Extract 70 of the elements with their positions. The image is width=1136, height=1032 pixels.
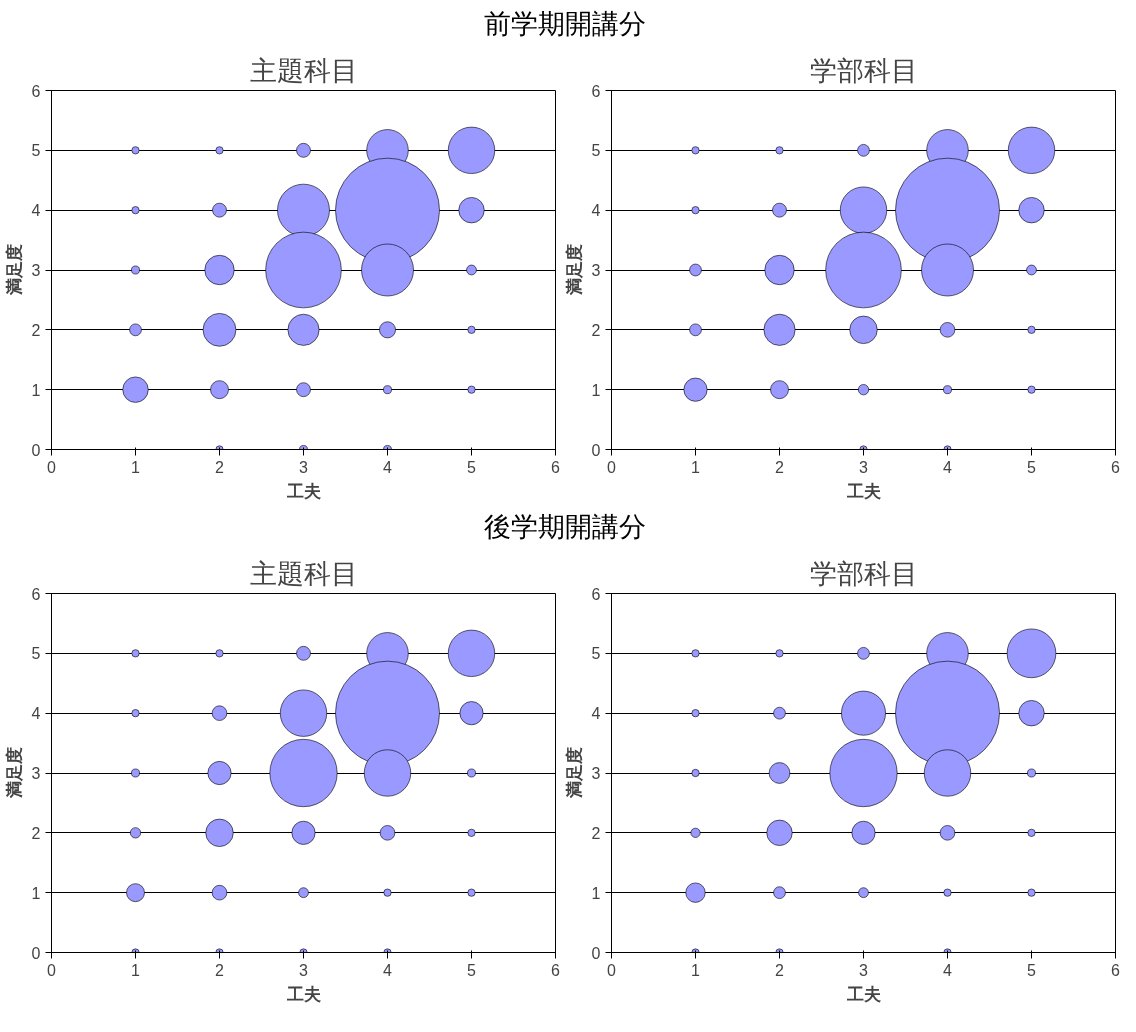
x-tick-label: 3 bbox=[299, 961, 309, 979]
x-tick-label: 4 bbox=[383, 458, 393, 476]
x-axis-title: 工夫 bbox=[845, 480, 882, 501]
y-tick-label: 2 bbox=[591, 321, 601, 339]
x-tick-label: 2 bbox=[215, 458, 225, 476]
x-tick-label: 1 bbox=[691, 458, 701, 476]
y-tick-label: 1 bbox=[591, 381, 601, 399]
x-tick-label: 0 bbox=[47, 961, 57, 979]
x-tick-label: 1 bbox=[131, 961, 141, 979]
x-tick-label: 4 bbox=[383, 961, 393, 979]
chart-title: 学部科目 bbox=[809, 558, 918, 589]
chart-subtitle: 後学期開講分 bbox=[484, 511, 646, 545]
y-tick-label: 3 bbox=[31, 765, 41, 783]
y-tick-label: 6 bbox=[591, 82, 601, 100]
y-tick-label: 2 bbox=[31, 321, 41, 339]
y-tick-label: 3 bbox=[31, 262, 41, 280]
x-tick-label: 0 bbox=[607, 458, 617, 476]
x-tick-label: 0 bbox=[47, 458, 57, 476]
y-tick-label: 1 bbox=[591, 884, 601, 902]
x-tick-label: 6 bbox=[551, 458, 561, 476]
x-axis-title: 工夫 bbox=[285, 480, 322, 501]
x-tick-label: 5 bbox=[467, 961, 477, 979]
x-tick-label: 4 bbox=[943, 961, 953, 979]
x-tick-label: 6 bbox=[1111, 961, 1121, 979]
x-tick-label: 5 bbox=[467, 458, 477, 476]
y-tick-label: 4 bbox=[31, 705, 41, 723]
y-tick-label: 1 bbox=[31, 381, 41, 399]
x-axis-title: 工夫 bbox=[285, 983, 322, 1004]
y-axis-title: 満足度 bbox=[563, 244, 584, 297]
x-axis-title: 工夫 bbox=[845, 983, 882, 1004]
x-tick-label: 2 bbox=[775, 961, 785, 979]
y-tick-label: 5 bbox=[31, 645, 41, 663]
x-tick-label: 3 bbox=[859, 458, 869, 476]
chart-title: 主題科目 bbox=[249, 55, 358, 86]
y-tick-label: 3 bbox=[591, 765, 601, 783]
y-tick-label: 4 bbox=[31, 202, 41, 220]
x-tick-label: 3 bbox=[299, 458, 309, 476]
y-tick-label: 0 bbox=[591, 944, 601, 962]
x-tick-label: 4 bbox=[943, 458, 953, 476]
y-tick-label: 2 bbox=[591, 825, 601, 843]
x-tick-label: 0 bbox=[607, 961, 617, 979]
y-tick-label: 4 bbox=[591, 705, 601, 723]
x-tick-label: 1 bbox=[691, 961, 701, 979]
y-tick-label: 1 bbox=[31, 884, 41, 902]
x-tick-label: 5 bbox=[1027, 458, 1037, 476]
x-tick-label: 5 bbox=[1027, 961, 1037, 979]
y-tick-label: 6 bbox=[31, 585, 41, 603]
y-tick-label: 6 bbox=[591, 585, 601, 603]
y-axis-title: 満足度 bbox=[3, 244, 24, 297]
chart-title: 主題科目 bbox=[249, 558, 358, 589]
y-tick-label: 2 bbox=[31, 825, 41, 843]
y-tick-label: 6 bbox=[31, 82, 41, 100]
x-tick-label: 6 bbox=[551, 961, 561, 979]
y-tick-label: 5 bbox=[591, 645, 601, 663]
chart-subtitle: 前学期開講分 bbox=[484, 8, 646, 41]
x-tick-label: 2 bbox=[775, 458, 785, 476]
x-tick-label: 3 bbox=[859, 961, 869, 979]
chart-title: 学部科目 bbox=[809, 55, 918, 86]
y-tick-label: 4 bbox=[591, 202, 601, 220]
y-tick-label: 5 bbox=[591, 142, 601, 160]
x-tick-label: 2 bbox=[215, 961, 225, 979]
y-axis-title: 満足度 bbox=[3, 747, 24, 800]
y-tick-label: 0 bbox=[31, 441, 41, 459]
y-tick-label: 3 bbox=[591, 262, 601, 280]
x-tick-label: 1 bbox=[131, 458, 141, 476]
y-axis-title: 満足度 bbox=[563, 747, 584, 800]
y-tick-label: 0 bbox=[591, 441, 601, 459]
x-tick-label: 6 bbox=[1111, 458, 1121, 476]
y-tick-label: 5 bbox=[31, 142, 41, 160]
y-tick-label: 0 bbox=[31, 944, 41, 962]
